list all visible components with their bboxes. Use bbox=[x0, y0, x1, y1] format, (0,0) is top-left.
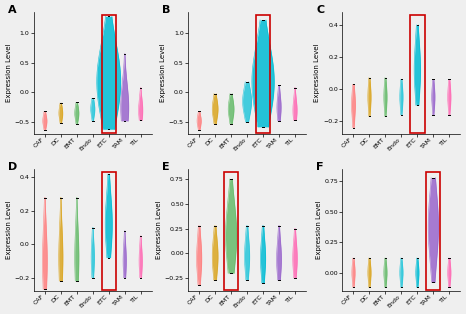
Bar bbox=[224, 171, 238, 290]
Y-axis label: Expression Level: Expression Level bbox=[314, 44, 320, 102]
Y-axis label: Expression Level: Expression Level bbox=[6, 44, 12, 102]
Bar bbox=[102, 171, 116, 290]
Text: D: D bbox=[7, 162, 17, 172]
Y-axis label: Expression Level: Expression Level bbox=[315, 201, 322, 259]
Text: B: B bbox=[162, 5, 170, 15]
Y-axis label: Expression Level: Expression Level bbox=[156, 201, 162, 259]
Text: A: A bbox=[7, 5, 16, 15]
Bar bbox=[410, 14, 425, 133]
Text: C: C bbox=[316, 5, 324, 15]
Bar bbox=[256, 14, 270, 133]
Bar bbox=[102, 14, 116, 133]
Y-axis label: Expression Level: Expression Level bbox=[160, 44, 166, 102]
Text: E: E bbox=[162, 162, 170, 172]
Y-axis label: Expression Level: Expression Level bbox=[6, 201, 12, 259]
Bar bbox=[426, 171, 440, 290]
Text: F: F bbox=[316, 162, 324, 172]
